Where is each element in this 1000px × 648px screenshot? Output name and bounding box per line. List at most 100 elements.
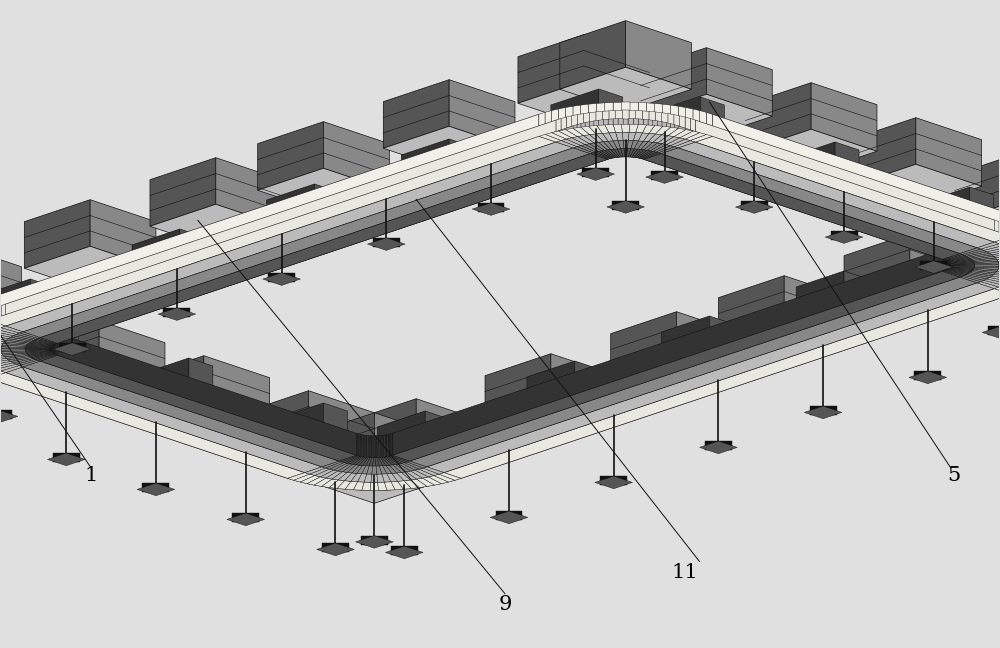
Polygon shape [158, 308, 196, 320]
Polygon shape [342, 440, 344, 463]
Polygon shape [32, 318, 34, 341]
Polygon shape [613, 135, 615, 158]
Polygon shape [922, 187, 970, 226]
Polygon shape [344, 456, 360, 463]
Polygon shape [334, 463, 350, 471]
Polygon shape [994, 220, 999, 244]
Polygon shape [472, 203, 510, 215]
Polygon shape [3, 342, 28, 345]
Polygon shape [294, 474, 315, 482]
Polygon shape [326, 446, 330, 469]
Polygon shape [670, 139, 690, 146]
Polygon shape [620, 135, 621, 157]
Polygon shape [387, 456, 402, 464]
Polygon shape [0, 362, 13, 367]
Polygon shape [966, 251, 968, 275]
Polygon shape [608, 137, 609, 159]
Polygon shape [55, 321, 56, 344]
Polygon shape [19, 343, 23, 367]
Polygon shape [5, 318, 6, 342]
Polygon shape [90, 200, 156, 268]
Polygon shape [666, 122, 670, 146]
Polygon shape [678, 106, 686, 130]
Polygon shape [973, 268, 998, 272]
Polygon shape [315, 184, 338, 215]
Polygon shape [972, 258, 997, 261]
Polygon shape [581, 145, 598, 152]
Polygon shape [621, 149, 625, 157]
Polygon shape [955, 200, 1000, 243]
Polygon shape [657, 135, 674, 144]
Polygon shape [600, 476, 627, 485]
Polygon shape [962, 249, 984, 255]
Polygon shape [844, 234, 910, 302]
Polygon shape [960, 254, 962, 277]
Polygon shape [322, 479, 338, 487]
Polygon shape [638, 133, 649, 141]
Polygon shape [630, 102, 638, 124]
Polygon shape [399, 463, 415, 471]
Polygon shape [573, 127, 590, 135]
Polygon shape [25, 349, 50, 350]
Polygon shape [403, 467, 411, 489]
Polygon shape [690, 119, 695, 142]
Polygon shape [339, 439, 342, 462]
Polygon shape [641, 48, 706, 116]
Polygon shape [1, 350, 26, 352]
Polygon shape [330, 447, 334, 470]
Polygon shape [30, 334, 32, 358]
Polygon shape [345, 459, 351, 481]
Polygon shape [981, 227, 984, 250]
Polygon shape [374, 413, 440, 481]
Polygon shape [577, 135, 594, 144]
Polygon shape [998, 262, 1000, 264]
Polygon shape [372, 452, 377, 474]
Polygon shape [352, 451, 357, 474]
Polygon shape [994, 237, 1000, 244]
Polygon shape [647, 143, 662, 151]
Polygon shape [561, 117, 566, 141]
Polygon shape [354, 481, 364, 490]
Polygon shape [603, 119, 608, 142]
Polygon shape [598, 129, 601, 152]
Polygon shape [566, 138, 585, 146]
Polygon shape [36, 338, 38, 360]
Polygon shape [353, 443, 356, 465]
Polygon shape [558, 130, 577, 138]
Polygon shape [630, 149, 637, 157]
Polygon shape [5, 340, 29, 344]
Polygon shape [11, 358, 34, 363]
Polygon shape [628, 132, 636, 141]
Polygon shape [385, 435, 387, 457]
Polygon shape [377, 434, 449, 458]
Polygon shape [404, 440, 407, 463]
Polygon shape [342, 456, 359, 463]
Polygon shape [616, 135, 618, 157]
Polygon shape [539, 112, 545, 136]
Polygon shape [695, 136, 1000, 242]
Polygon shape [8, 338, 11, 362]
Polygon shape [392, 473, 404, 481]
Polygon shape [0, 286, 60, 354]
Polygon shape [204, 356, 270, 424]
Polygon shape [423, 455, 428, 478]
Polygon shape [343, 465, 356, 472]
Polygon shape [661, 132, 960, 253]
Polygon shape [0, 331, 13, 337]
Polygon shape [627, 126, 631, 149]
Polygon shape [658, 131, 661, 154]
Polygon shape [945, 255, 966, 260]
Polygon shape [647, 128, 650, 151]
Polygon shape [379, 435, 380, 457]
Polygon shape [735, 201, 773, 213]
Polygon shape [396, 442, 399, 465]
Polygon shape [0, 306, 1, 329]
Polygon shape [982, 246, 1000, 270]
Polygon shape [960, 276, 981, 283]
Polygon shape [999, 285, 1000, 292]
Polygon shape [950, 266, 975, 267]
Polygon shape [300, 460, 307, 483]
Polygon shape [922, 211, 994, 235]
Polygon shape [391, 434, 392, 456]
Polygon shape [653, 97, 700, 136]
